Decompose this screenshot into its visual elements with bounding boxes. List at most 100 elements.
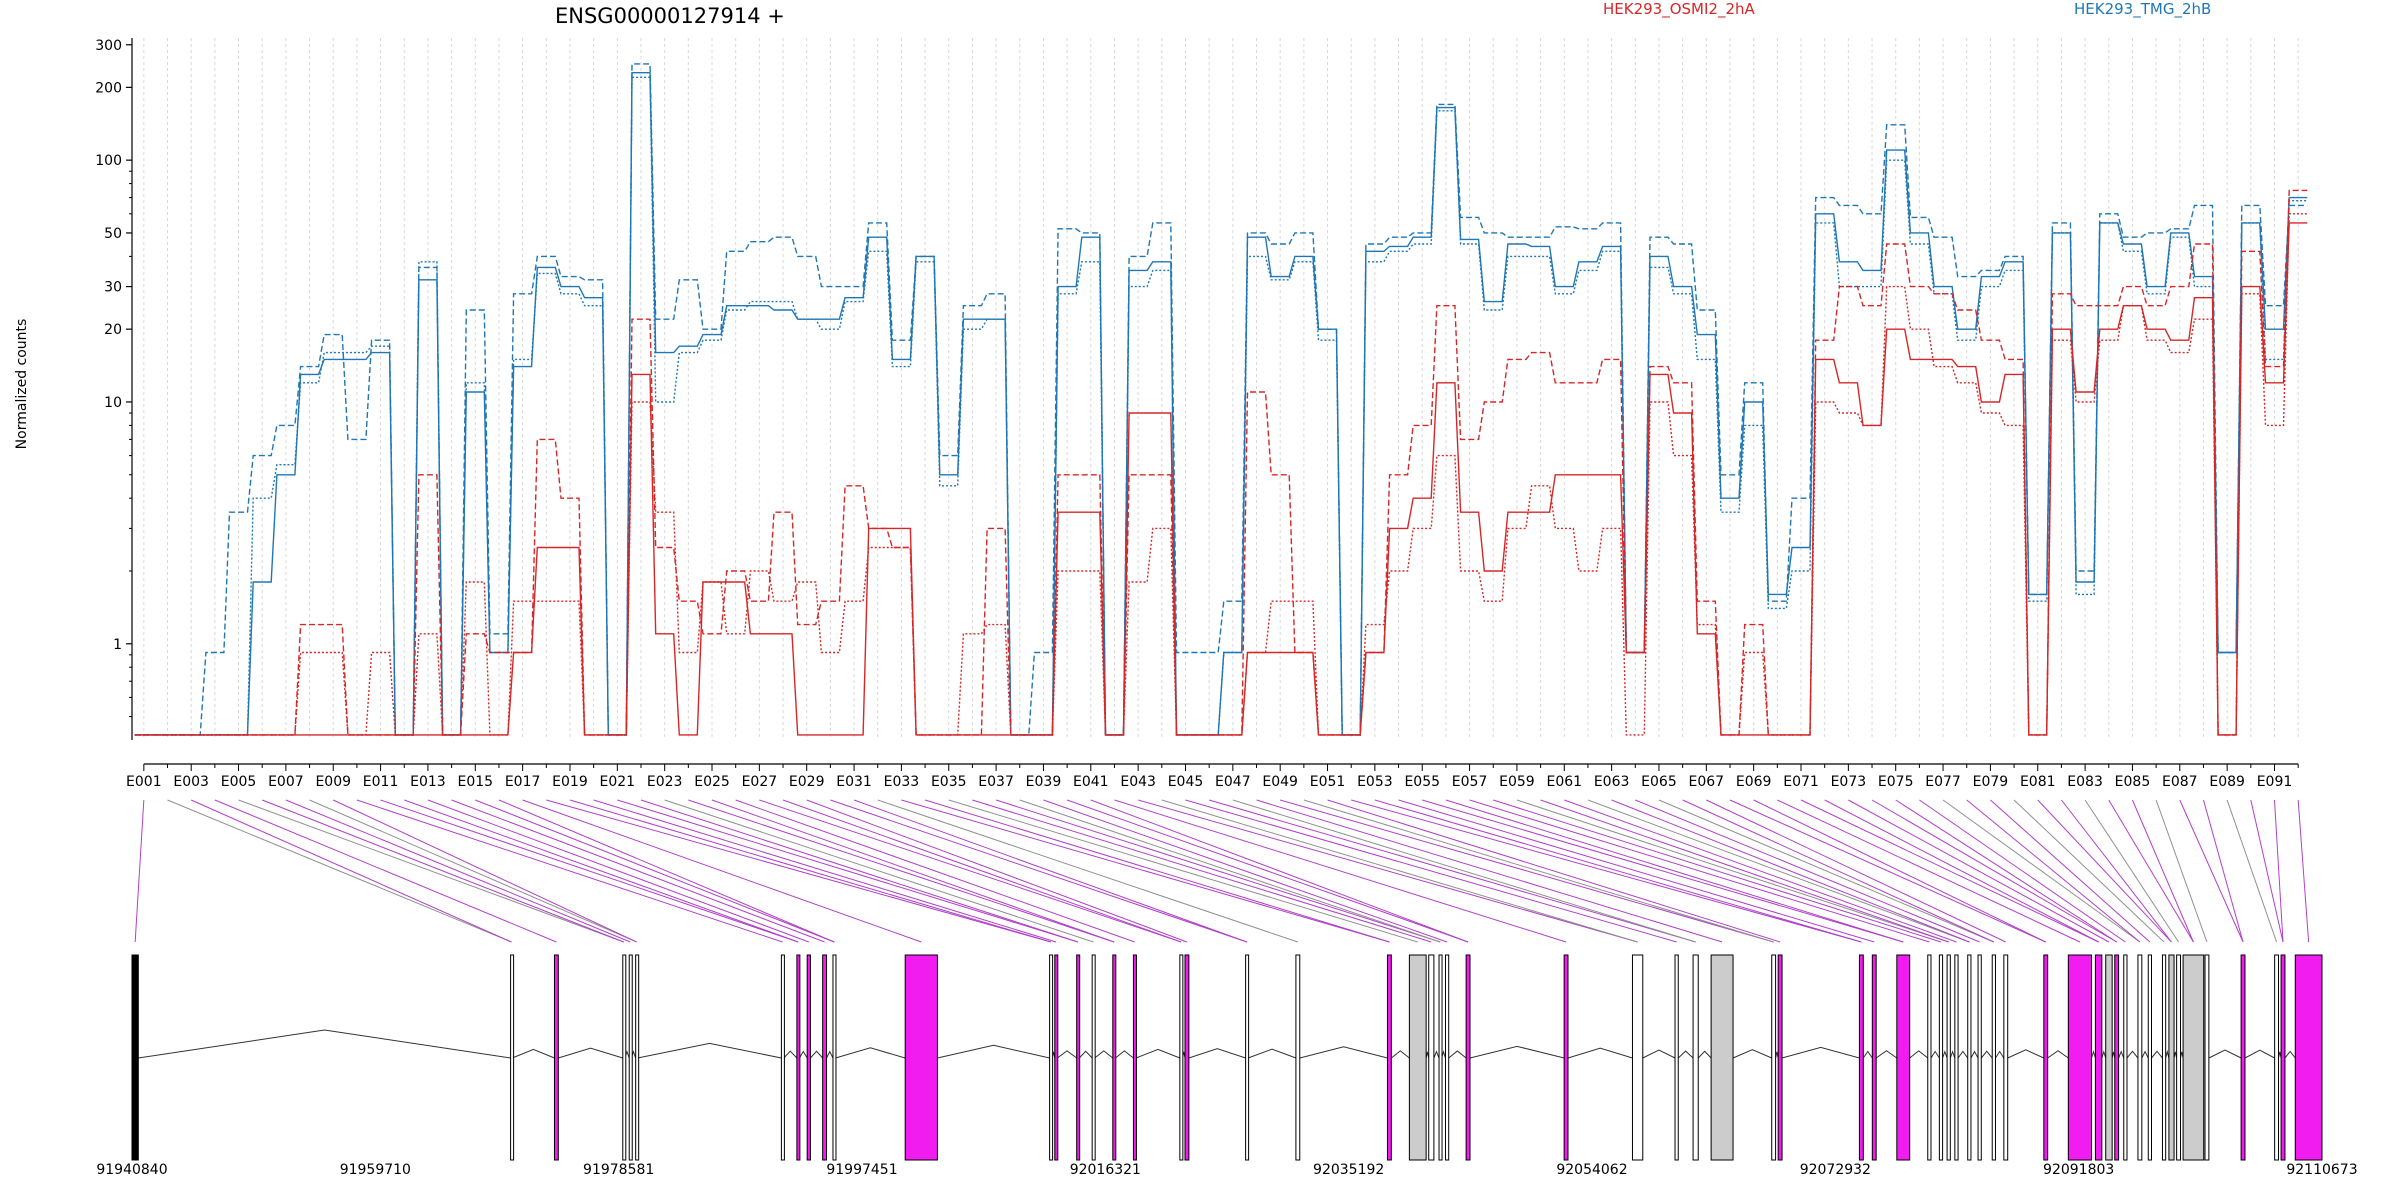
exon	[1465, 954, 1471, 1161]
exon	[2280, 954, 2286, 1161]
intron	[1094, 1050, 1114, 1059]
exon-connector	[1066, 799, 1469, 943]
intron	[1732, 1049, 1772, 1059]
exon	[1245, 954, 1250, 1161]
exon	[1631, 954, 1644, 1161]
genomic-tick-label: 92110673	[2286, 1162, 2357, 1178]
x-tick-label: E053	[1357, 774, 1393, 790]
x-tick-label: E005	[221, 774, 257, 790]
genomic-axis: 91940840 91959710 91978581 91997451 92016321…	[96, 1162, 2357, 1178]
exon	[2123, 954, 2128, 1161]
exon	[2168, 954, 2175, 1161]
exon-connector	[1564, 799, 1957, 943]
exon-connector	[569, 799, 1052, 943]
genomic-tick-label: 92072932	[1800, 1162, 1871, 1178]
exon-connector	[167, 799, 512, 943]
intron	[835, 1047, 906, 1059]
exon-connector	[924, 799, 1390, 943]
intron	[2126, 1050, 2139, 1059]
exon-connector	[735, 799, 1135, 943]
exon	[1692, 954, 1699, 1161]
y-axis-label: Normalized counts	[14, 319, 30, 450]
exon	[2003, 954, 2009, 1161]
exon-connector	[830, 799, 1248, 943]
x-tick-label: E079	[1973, 774, 2009, 790]
exon	[1954, 954, 1959, 1161]
exon	[2240, 954, 2246, 1161]
intron	[637, 1042, 782, 1059]
exon-connector	[2202, 799, 2244, 943]
intron	[2208, 1049, 2242, 1059]
exon-connector	[1919, 799, 2126, 943]
exon-connector	[1635, 799, 1980, 943]
exon-connector	[333, 799, 637, 943]
intron	[1875, 1050, 1898, 1059]
x-tick-label: E065	[1641, 774, 1677, 790]
series-line	[134, 189, 2308, 736]
series-line	[134, 222, 2308, 736]
exon	[2294, 954, 2323, 1161]
exon-connector	[1871, 799, 2117, 943]
exon-connector	[2297, 799, 2310, 943]
exon-connector	[640, 799, 1079, 943]
intron	[826, 1050, 834, 1059]
intron	[2047, 1050, 2069, 1059]
exon-connector	[356, 799, 783, 943]
exon-connector	[404, 799, 799, 943]
exon-connector	[2250, 799, 2284, 943]
x-tick-label: E083	[2067, 774, 2103, 790]
y-tick-label: 50	[104, 226, 122, 242]
intron	[1642, 1049, 1676, 1059]
exon-connector	[2037, 799, 2172, 943]
genomic-tick-label: 92035192	[1313, 1162, 1384, 1178]
series-line	[134, 72, 2308, 736]
intron	[2007, 1049, 2045, 1059]
exon-connector	[2131, 799, 2194, 943]
exon	[2274, 954, 2280, 1161]
intron	[2118, 1050, 2125, 1059]
intron	[1930, 1050, 1940, 1059]
exon	[1674, 954, 1679, 1161]
exon	[822, 954, 828, 1161]
x-tick-label: E041	[1073, 774, 1109, 790]
x-tick-label: E019	[552, 774, 588, 790]
exon-connector	[1303, 799, 1774, 943]
exon	[635, 954, 640, 1161]
intron	[2101, 1050, 2107, 1059]
series-line	[134, 76, 2308, 736]
x-tick-label: E089	[2209, 774, 2245, 790]
exon	[2204, 954, 2210, 1161]
legend-label-osmi2: HEK293_OSMI2_2hA	[1603, 0, 1756, 19]
exon-connector	[1848, 799, 2110, 943]
exon-connector	[2179, 799, 2244, 943]
x-tick-label: E069	[1736, 774, 1772, 790]
x-tick-label: E073	[1831, 774, 1867, 790]
exon-connector	[238, 799, 624, 943]
exon-connector	[1800, 799, 2099, 943]
exon	[1438, 954, 1443, 1161]
exon	[1076, 954, 1081, 1161]
intron	[1567, 1047, 1633, 1059]
exon-connector	[1587, 799, 1970, 943]
y-tick-label: 20	[104, 322, 122, 338]
series-line	[134, 63, 2308, 736]
exon-connector	[475, 799, 835, 943]
exon-connector	[1706, 799, 2006, 943]
x-tick-label: E033	[884, 774, 920, 790]
chart-title: ENSG00000127914 +	[555, 4, 785, 28]
genomic-tick-label: 92054062	[1556, 1162, 1627, 1178]
exon-connector	[759, 799, 1182, 943]
x-tick-label: E045	[1168, 774, 1204, 790]
exon-connector	[1990, 799, 2151, 943]
exon-connector	[948, 799, 1418, 943]
exon-connector	[1327, 799, 1781, 943]
x-tick-label: E025	[694, 774, 730, 790]
x-tick-label: E029	[789, 774, 825, 790]
exon	[1871, 954, 1877, 1161]
exon-connector	[1516, 799, 1949, 943]
exon	[1563, 954, 1569, 1161]
exon-connector	[2061, 799, 2172, 943]
vertical-gridlines	[143, 38, 2299, 740]
genomic-tick-label: 92091803	[2043, 1162, 2114, 1178]
exon-connector	[1398, 799, 1875, 943]
